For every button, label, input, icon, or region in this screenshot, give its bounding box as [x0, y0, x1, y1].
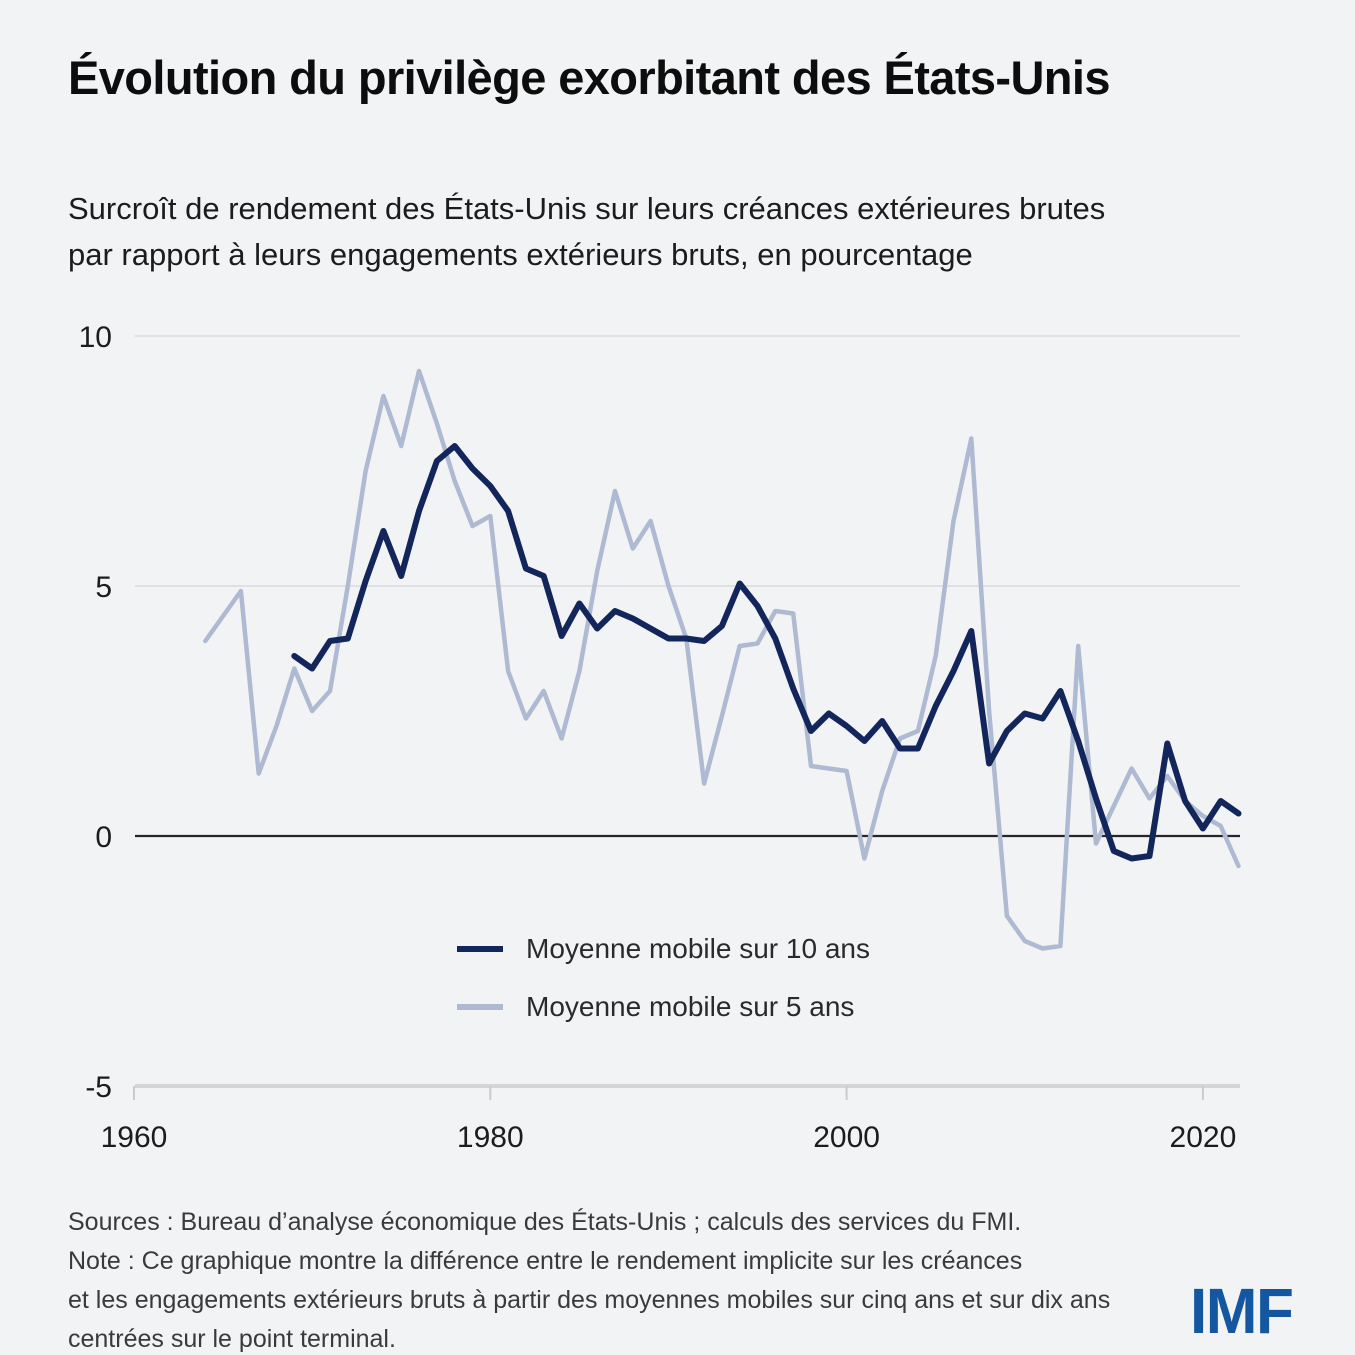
legend-label-ma5: Moyenne mobile sur 5 ans — [526, 991, 855, 1022]
chart-subtitle: Surcroît de rendement des États-Unis sur… — [68, 186, 1105, 278]
source-note: Sources : Bureau d’analyse économique de… — [68, 1203, 1110, 1355]
sources-line: Sources : Bureau d’analyse économique de… — [68, 1208, 1022, 1236]
y-axis-label: 10 — [79, 321, 112, 354]
y-axis-label: 0 — [95, 821, 112, 854]
legend-swatch-ma10-icon — [457, 946, 503, 952]
x-axis-label: 2020 — [1170, 1121, 1237, 1154]
legend-item-ma10: Moyenne mobile sur 10 ans — [457, 927, 870, 971]
chart-subtitle-line2: par rapport à leurs engagements extérieu… — [68, 237, 973, 272]
page-title: Évolution du privilège exorbitant des Ét… — [68, 51, 1111, 104]
legend-swatch-ma5-icon — [457, 1004, 503, 1010]
chart-subtitle-line1: Surcroît de rendement des États-Unis sur… — [68, 191, 1106, 226]
imf-logo: IMF — [1190, 1275, 1294, 1347]
note-line1: Note : Ce graphique montre la différence… — [68, 1247, 1023, 1275]
series-line-ma10 — [291, 443, 1242, 862]
chart-legend: Moyenne mobile sur 10 ans Moyenne mobile… — [457, 927, 870, 1043]
x-axis-label: 1960 — [101, 1121, 168, 1154]
y-axis-label: 5 — [95, 571, 112, 604]
legend-item-ma5: Moyenne mobile sur 5 ans — [457, 985, 870, 1029]
y-axis-label: -5 — [85, 1071, 112, 1104]
x-axis-label: 2000 — [813, 1121, 880, 1154]
note-line3: centrées sur le point terminal. — [68, 1325, 396, 1353]
legend-label-ma10: Moyenne mobile sur 10 ans — [526, 933, 870, 964]
note-line2: et les engagements extérieurs bruts à pa… — [68, 1286, 1111, 1314]
series-line-ma5 — [203, 368, 1241, 951]
x-axis-label: 1980 — [457, 1121, 524, 1154]
